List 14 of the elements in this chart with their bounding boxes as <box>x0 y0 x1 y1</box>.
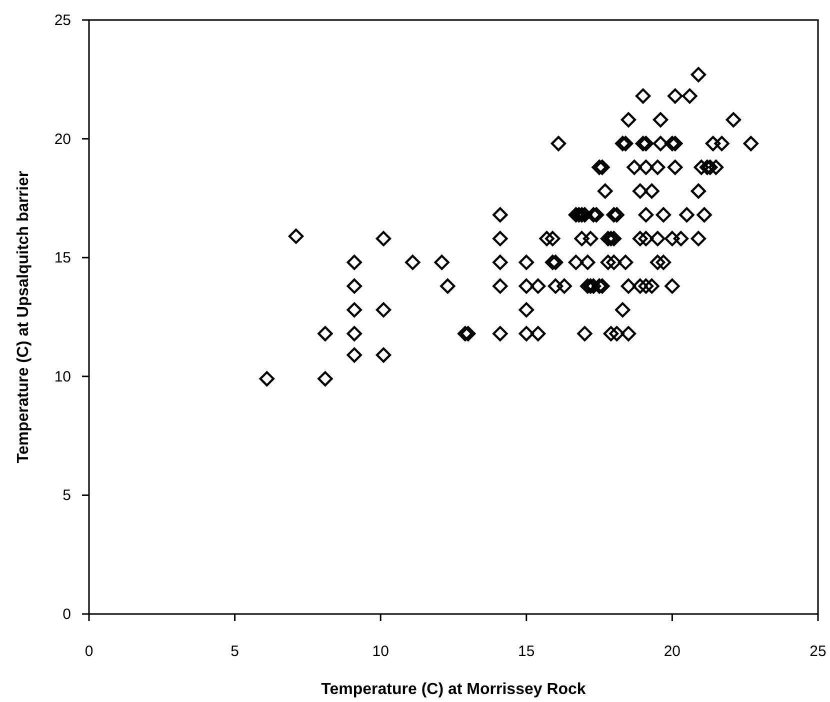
x-axis-title: Temperature (C) at Morrissey Rock <box>321 681 586 698</box>
y-tick-label: 10 <box>54 368 71 386</box>
x-tick-label: 5 <box>230 643 239 660</box>
y-tick-label: 5 <box>62 487 71 504</box>
x-tick-label: 25 <box>810 643 826 660</box>
y-tick-label: 25 <box>54 12 71 29</box>
y-axis-title: Temperature (C) at Upsalquitch barrier <box>15 170 32 464</box>
y-tick-label: 0 <box>62 606 71 623</box>
y-tick-label: 15 <box>54 250 71 267</box>
x-tick-label: 10 <box>372 643 389 660</box>
x-tick-label: 20 <box>664 643 681 660</box>
x-tick-label: 15 <box>518 643 535 660</box>
x-tick-label: 0 <box>84 643 94 660</box>
y-tick-label: 20 <box>54 130 71 148</box>
